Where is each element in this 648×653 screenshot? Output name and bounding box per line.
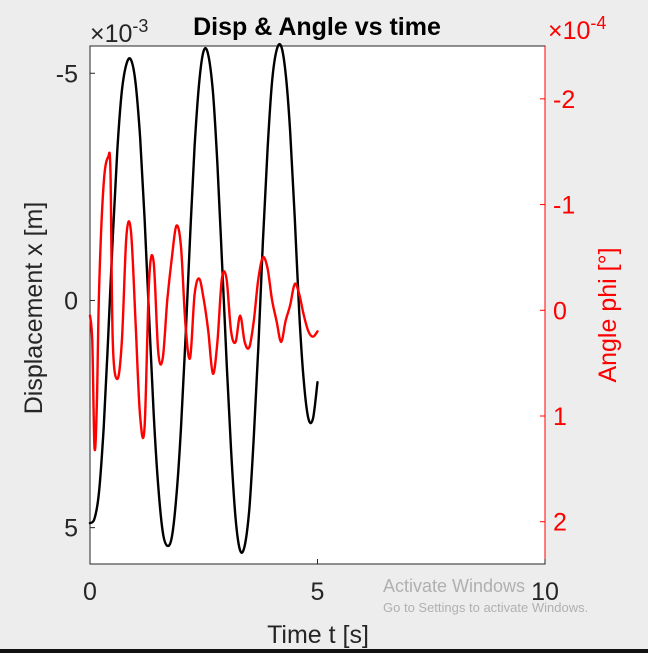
y-tick-label: -5: [56, 60, 78, 88]
window-bottom-border: [0, 649, 648, 653]
watermark-subtitle: Go to Settings to activate Windows.: [383, 600, 588, 615]
x-tick-label: 10: [531, 578, 559, 606]
y-tick-label: 5: [64, 515, 78, 543]
y2-tick-label: 1: [553, 403, 567, 431]
y2-tick-label: -1: [553, 192, 575, 220]
x-axis-label: Time t [s]: [267, 621, 369, 649]
watermark-title: Activate Windows: [383, 576, 525, 596]
y-axis-label: Displacement x [m]: [20, 202, 48, 415]
right-axis: -2 -1 0 1 2: [540, 46, 575, 564]
y2-tick-label: 0: [553, 297, 567, 325]
y-tick-label: 0: [64, 287, 78, 315]
left-exponent: ×10-3: [90, 16, 148, 48]
x-axis: 0 5 10: [83, 559, 559, 606]
left-axis: -5 0 5: [56, 60, 95, 543]
angle-series-line: [88, 151, 319, 452]
x-tick-label: 5: [311, 578, 325, 606]
displacement-series-line: [88, 42, 319, 554]
chart-title: Disp & Angle vs time: [193, 13, 441, 41]
y2-axis-label: Angle phi [°]: [594, 247, 622, 382]
right-exponent: ×10-4: [548, 13, 606, 45]
x-tick-label: 0: [83, 578, 97, 606]
y2-tick-label: 2: [553, 509, 567, 537]
y2-tick-label: -2: [553, 86, 575, 114]
series-group: [88, 42, 319, 554]
